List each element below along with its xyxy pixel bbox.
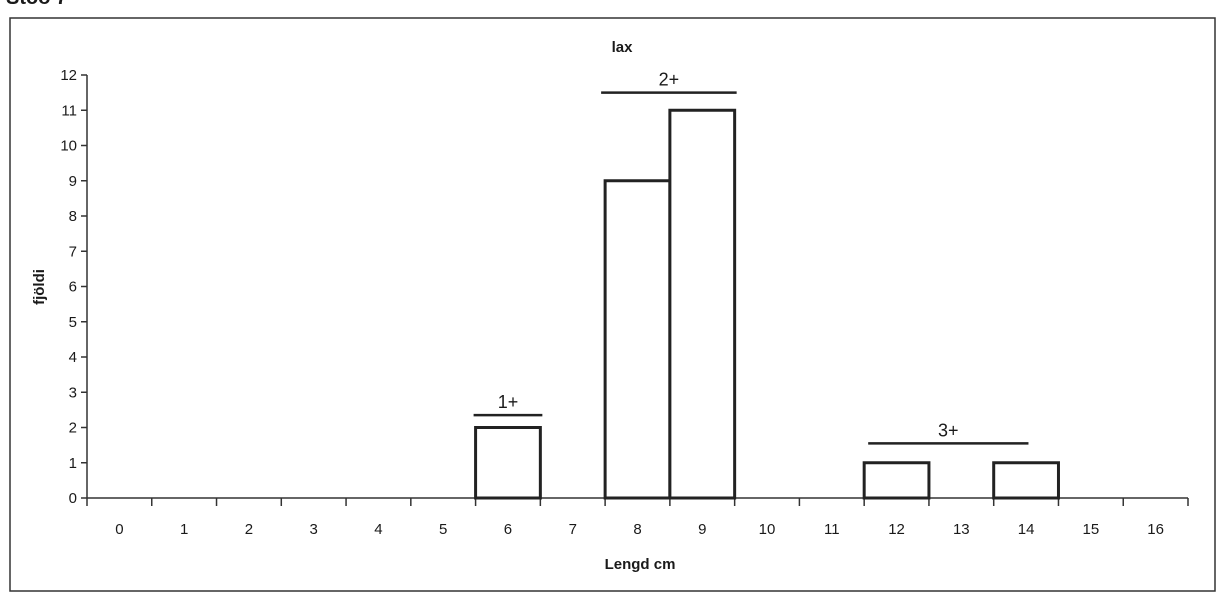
y-tick-label: 1 — [69, 455, 77, 472]
y-tick-label: 5 — [69, 314, 77, 331]
y-tick-label: 6 — [69, 279, 77, 296]
x-tick-label: 7 — [569, 521, 577, 538]
bar — [603, 179, 672, 500]
bars — [474, 108, 1060, 500]
x-tick-label: 16 — [1147, 521, 1164, 538]
x-tick-label: 3 — [310, 521, 318, 538]
y-axis-label: fjöldi — [31, 269, 48, 305]
annotation-label: 3+ — [938, 420, 959, 440]
y-tick-label: 12 — [60, 67, 77, 84]
annotation-label: 2+ — [659, 70, 680, 90]
page-header: Stöð 7 — [6, 0, 67, 9]
bar — [992, 461, 1060, 500]
x-axis-label: Lengd cm — [605, 556, 676, 573]
x-tick-label: 4 — [374, 521, 382, 538]
x-tick-label: 6 — [504, 521, 512, 538]
x-tick-label: 8 — [633, 521, 641, 538]
bar — [474, 426, 542, 500]
x-tick-label: 9 — [698, 521, 706, 538]
y-tick-label: 9 — [69, 173, 77, 190]
x-tick-label: 13 — [953, 521, 970, 538]
y-tick-label: 8 — [69, 208, 77, 225]
x-tick-label: 1 — [180, 521, 188, 538]
y-tick-label: 10 — [60, 138, 77, 155]
bar — [668, 108, 737, 500]
x-tick-label: 12 — [888, 521, 905, 538]
y-tick-label: 0 — [69, 490, 77, 507]
x-tick-label: 14 — [1018, 521, 1035, 538]
x-tick-label: 11 — [824, 521, 840, 538]
x-tick-label: 5 — [439, 521, 447, 538]
y-tick-label: 2 — [69, 420, 77, 437]
y-tick-label: 7 — [69, 243, 77, 260]
x-tick-label: 15 — [1083, 521, 1100, 538]
annotations: 1+ 2+ 3+ — [473, 70, 1029, 445]
chart-title: lax — [612, 39, 634, 56]
x-tick-label: 2 — [245, 521, 253, 538]
y-tick-label: 4 — [69, 349, 77, 366]
y-tick-label: 3 — [69, 384, 77, 401]
x-tick-label: 10 — [759, 521, 776, 538]
y-tick-label: 11 — [61, 102, 77, 119]
bar — [862, 461, 931, 500]
x-tick-label: 0 — [115, 521, 123, 538]
annotation-label: 1+ — [498, 392, 519, 412]
